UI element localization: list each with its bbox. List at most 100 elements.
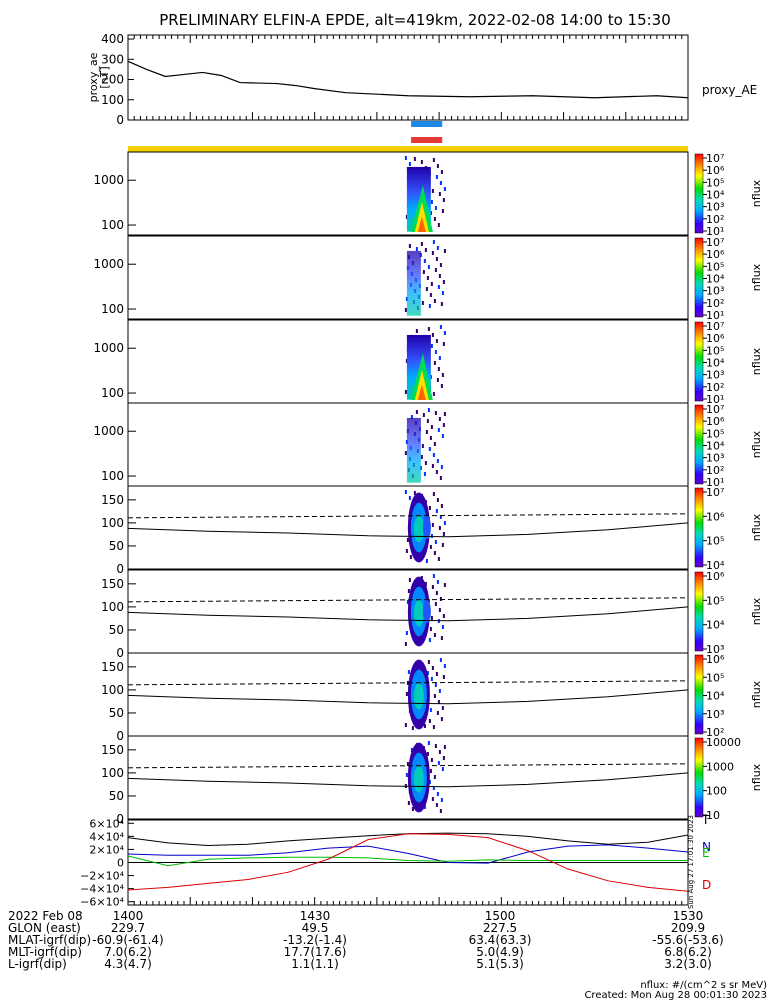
burst-pixel <box>432 392 435 396</box>
igrf-legend-t: T <box>701 813 710 827</box>
burst-pixel <box>425 287 428 291</box>
spec-ctick-label: 10⁷ <box>706 236 724 249</box>
igrf-E-line <box>127 855 688 867</box>
footer-row-value: 7.0(6.2) <box>104 945 152 959</box>
burst-pixel <box>424 461 427 465</box>
spec-ctick-label: 10⁴ <box>706 189 725 202</box>
spec-ctick-label: 10³ <box>706 452 724 465</box>
burst-pixel <box>443 521 446 525</box>
proxy-ytick-label: 400 <box>101 32 124 46</box>
igrf-N-line <box>127 844 689 864</box>
burst-pixel <box>407 670 410 674</box>
spec-ytick-label: 100 <box>101 469 124 483</box>
plot-layer: 4003002001000proxy_ae[nT]proxy_AE1000100… <box>8 32 767 1000</box>
pa-ytick-label: 100 <box>101 766 124 780</box>
burst-pixel <box>436 459 439 463</box>
spec-ctick-label: 10⁵ <box>706 344 724 357</box>
pa-ytick-label: 100 <box>101 683 124 697</box>
igrf-ytick-label: −6×10⁴ <box>80 896 124 909</box>
proxy-ytick-label: 200 <box>101 73 124 87</box>
burst-pixel <box>439 597 442 601</box>
burst-pixel <box>438 608 441 612</box>
burst-pixel <box>405 549 408 553</box>
burst-pixel <box>438 750 441 754</box>
burst-pixel <box>435 591 438 595</box>
burst-pixel <box>439 809 442 813</box>
burst-pixel <box>442 198 445 202</box>
burst-pixel <box>406 762 409 766</box>
burst-pixel <box>433 442 436 446</box>
spec-ytick-label: 1000 <box>93 173 124 187</box>
burst-pixel <box>437 557 440 561</box>
pa-solid-line <box>127 522 689 538</box>
igrf-ytick-label: 4×10⁴ <box>89 830 124 843</box>
burst-pixel <box>440 636 443 640</box>
burst-pixel <box>441 209 444 213</box>
burst-core <box>406 250 421 316</box>
burst-inner <box>413 599 424 627</box>
footer-row-value: 1500 <box>485 909 516 923</box>
burst-pixel <box>436 378 439 382</box>
igrf-legend-e: E <box>702 846 710 860</box>
burst-pixel <box>432 453 435 457</box>
burst-pixel <box>441 434 444 438</box>
burst-pixel <box>439 263 442 267</box>
burst-pixel <box>425 430 428 434</box>
pa-dashed-line <box>127 597 689 603</box>
burst-pixel <box>443 745 446 749</box>
burst-pixel <box>436 580 439 584</box>
igrf-ytick-label: −2×10⁴ <box>80 870 124 883</box>
pa-ctick-label: 100 <box>706 785 727 798</box>
pa-ctick-label: 10000 <box>706 736 741 749</box>
pa-ctick-label: 1000 <box>706 760 734 773</box>
burst-pixel <box>432 574 435 578</box>
burst-pixel <box>429 627 432 631</box>
spec-ytick-label: 1000 <box>93 424 124 438</box>
pa-dashed-line <box>127 513 689 519</box>
burst-pixel <box>429 293 432 297</box>
spec-ctick-label: 10³ <box>706 201 724 214</box>
pa-colorbar <box>694 487 704 568</box>
burst-pixel <box>434 206 437 210</box>
burst-pixel <box>421 301 424 305</box>
burst-pixel <box>443 331 446 335</box>
burst-pixel <box>436 164 439 168</box>
burst-pixel <box>426 419 429 423</box>
burst-pixel <box>423 472 426 476</box>
burst-pixel <box>438 192 441 196</box>
spec-colorbar <box>694 404 704 485</box>
pa-ytick-label: 100 <box>101 516 124 530</box>
igrf-ytick-label: 0 <box>117 857 124 870</box>
burst-pixel <box>413 491 416 495</box>
spec-ctick-label: 10⁷ <box>706 320 724 333</box>
units-note: nflux: #/(cm^2 s sr MeV) <box>640 980 767 991</box>
burst-pixel <box>430 758 433 762</box>
burst-pixel <box>409 555 412 559</box>
burst-pixel <box>407 589 410 593</box>
burst-pa-1 <box>404 574 446 647</box>
burst-pixel <box>428 447 431 451</box>
spec-colorbar <box>694 321 704 402</box>
burst-pixel <box>406 538 409 542</box>
burst-pixel <box>440 465 443 469</box>
burst-pixel <box>404 451 407 455</box>
epd-bar <box>411 137 443 143</box>
burst-pixel <box>430 425 433 429</box>
spec-ctick-label: 10⁷ <box>706 403 724 416</box>
pa-ytick-label: 150 <box>101 743 124 757</box>
burst-pixel <box>439 325 442 329</box>
footer-row-value: 49.5 <box>302 921 329 935</box>
burst-pixel <box>435 803 438 807</box>
footer-row-label: MLAT-igrf(dip) <box>8 933 91 947</box>
burst-pixel <box>431 666 434 670</box>
burst-pixel <box>438 526 441 530</box>
burst-pixel <box>433 694 436 698</box>
pa-panel-frame <box>127 485 689 570</box>
burst-pixel <box>442 675 445 679</box>
burst-pixel <box>441 625 444 629</box>
burst-pixel <box>442 280 445 284</box>
burst-pixel <box>429 769 432 773</box>
burst-pixel <box>427 265 430 269</box>
spec-ctick-label: 10⁷ <box>706 152 724 165</box>
